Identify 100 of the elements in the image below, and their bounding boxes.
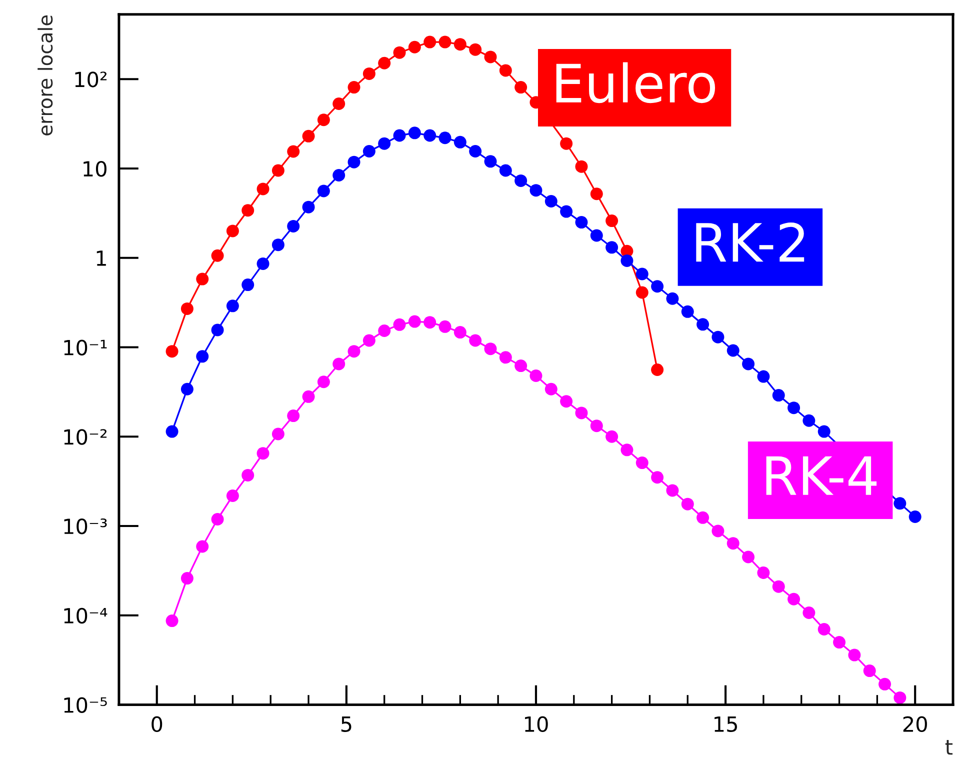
point: [408, 40, 421, 54]
point: [454, 326, 466, 339]
point: [894, 497, 906, 510]
point: [726, 344, 740, 357]
point: [287, 410, 300, 422]
x-axis-title: t: [945, 740, 953, 755]
point: [818, 425, 830, 438]
y-tick-label: 1: [96, 250, 106, 266]
point: [666, 484, 679, 497]
point: [438, 320, 452, 333]
x-tick-label: 15: [714, 716, 737, 732]
point: [393, 46, 406, 59]
point: [681, 305, 694, 318]
point: [575, 216, 588, 229]
point: [454, 136, 466, 148]
point: [590, 188, 603, 200]
point: [575, 160, 588, 173]
point: [196, 540, 209, 553]
point: [408, 126, 421, 140]
point: [590, 229, 603, 242]
point: [606, 241, 618, 254]
point: [469, 144, 482, 158]
point: [166, 614, 178, 628]
series-label: Eulero: [556, 62, 716, 104]
point: [332, 98, 346, 110]
point: [378, 137, 391, 150]
point: [894, 691, 906, 704]
point: [256, 257, 270, 270]
point: [302, 130, 315, 142]
x-tick-label: 10: [525, 716, 548, 732]
x-tick-label: 0: [152, 716, 162, 732]
y-tick-label: 10⁻¹: [64, 340, 107, 356]
point: [362, 144, 376, 158]
point: [544, 195, 558, 208]
point: [651, 364, 664, 376]
point: [575, 406, 588, 420]
point: [757, 370, 770, 383]
point: [393, 318, 406, 331]
point: [590, 420, 603, 432]
point: [196, 272, 209, 286]
point: [878, 678, 892, 690]
point: [454, 38, 466, 51]
point: [620, 254, 634, 267]
point: [636, 268, 648, 280]
point: [848, 648, 861, 662]
point: [180, 302, 194, 315]
point: [833, 636, 846, 649]
point: [681, 498, 694, 510]
point: [514, 174, 528, 187]
point: [348, 156, 360, 168]
point: [180, 382, 194, 396]
point: [802, 414, 816, 427]
point: [332, 169, 346, 182]
y-tick-label: 10: [84, 160, 106, 177]
point: [514, 360, 528, 372]
point: [378, 56, 391, 70]
point: [469, 334, 482, 347]
point: [742, 550, 755, 564]
point: [606, 214, 618, 228]
point: [499, 64, 512, 77]
point: [226, 490, 239, 502]
point: [802, 606, 816, 620]
point: [636, 286, 648, 299]
point: [211, 324, 224, 336]
point: [256, 182, 270, 196]
y-axis-title: errore locale: [38, 15, 53, 136]
point: [272, 238, 284, 252]
point: [272, 428, 284, 440]
point: [908, 510, 922, 523]
y-tick-label: 10⁻⁵: [64, 697, 107, 713]
point: [484, 50, 497, 64]
point: [696, 318, 710, 331]
point: [544, 382, 558, 396]
point: [211, 513, 224, 526]
point: [772, 580, 785, 593]
point: [726, 537, 740, 550]
point: [514, 81, 528, 94]
point: [651, 280, 664, 293]
point: [438, 132, 452, 144]
point: [438, 36, 452, 48]
point: [666, 292, 679, 305]
point: [166, 425, 178, 438]
point: [530, 184, 542, 197]
point: [772, 389, 785, 402]
point: [348, 81, 360, 94]
point: [348, 345, 360, 358]
point: [606, 430, 618, 443]
point: [317, 376, 330, 388]
point: [818, 622, 830, 636]
point: [287, 220, 300, 232]
point: [636, 456, 648, 470]
point: [484, 342, 497, 356]
point: [378, 324, 391, 337]
point: [302, 200, 315, 214]
point: [742, 358, 755, 370]
series-label: RK-4: [766, 456, 877, 495]
point: [499, 351, 512, 364]
point: [226, 300, 239, 312]
point: [317, 184, 330, 198]
point: [863, 664, 876, 678]
